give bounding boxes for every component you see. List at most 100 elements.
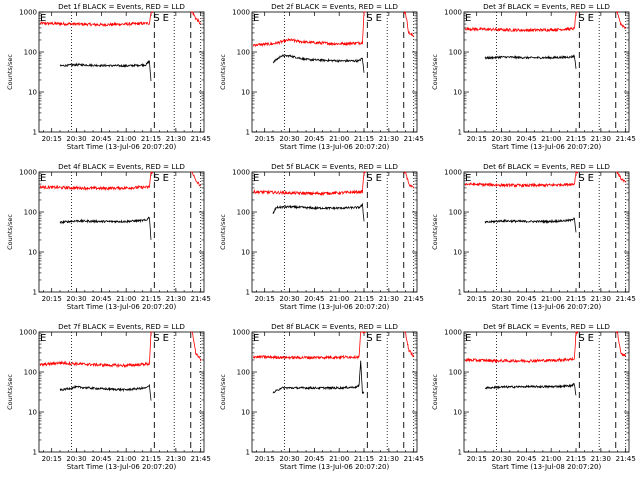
x-tick-label: 21:45 bbox=[191, 295, 211, 303]
y-tick-label: 100 bbox=[237, 369, 250, 377]
lld-rate-line bbox=[39, 171, 202, 191]
x-axis-label: Start Time (13-Jul-06 20:07:20) bbox=[67, 463, 177, 471]
annotation-s: S bbox=[153, 333, 159, 344]
x-tick-label: 20:15 bbox=[42, 295, 62, 303]
plot-frame bbox=[38, 171, 205, 293]
y-tick-label: 1 bbox=[246, 449, 250, 457]
x-tick-label: 21:30 bbox=[591, 135, 611, 143]
y-tick-label: 1000 bbox=[444, 329, 462, 337]
annotation-s: S bbox=[578, 333, 584, 344]
annotation-s: S bbox=[366, 333, 372, 344]
detector-panel-4: Det 4f BLACK = Events, RED = LLD 1 10 100 10… bbox=[6, 162, 211, 311]
annotation-e: E bbox=[376, 13, 382, 24]
lld-rate-line bbox=[464, 11, 627, 33]
y-tick-label: 1000 bbox=[444, 9, 462, 17]
events-rate-line bbox=[272, 54, 365, 73]
panel-title: Det 3f BLACK = Events, RED = LLD bbox=[483, 2, 610, 11]
x-tick-label: 21:30 bbox=[591, 455, 611, 463]
x-tick-label: 21:00 bbox=[116, 135, 136, 143]
panel-title: Det 7f BLACK = Events, RED = LLD bbox=[58, 322, 185, 331]
x-tick-label: 20:45 bbox=[91, 295, 111, 303]
annotation-e: E bbox=[588, 173, 594, 184]
x-tick-label: 20:45 bbox=[91, 455, 111, 463]
y-tick-label: 10 bbox=[453, 89, 462, 97]
x-tick-label: 21:45 bbox=[191, 455, 211, 463]
detector-panel-2: Det 2f BLACK = Events, RED = LLD 1 10 100 10… bbox=[219, 2, 424, 151]
y-axis-label: Counts/sec bbox=[219, 214, 227, 250]
x-tick-label: 20:30 bbox=[66, 455, 86, 463]
panel-title: Det 8f BLACK = Events, RED = LLD bbox=[271, 322, 398, 331]
x-tick-label: 20:15 bbox=[42, 455, 62, 463]
x-tick-label: 21:45 bbox=[404, 295, 424, 303]
y-axis-label: Counts/sec bbox=[6, 214, 14, 250]
annotation-s: S bbox=[366, 173, 372, 184]
annotation-s: S bbox=[153, 173, 159, 184]
y-tick-label: 100 bbox=[449, 49, 462, 57]
events-rate-line bbox=[484, 383, 577, 396]
panel-title: Det 9f BLACK = Events, RED = LLD bbox=[483, 322, 610, 331]
y-axis-label: Counts/sec bbox=[431, 214, 439, 250]
y-tick-label: 1 bbox=[458, 449, 462, 457]
events-rate-line bbox=[59, 383, 152, 401]
y-tick-label: 100 bbox=[449, 209, 462, 217]
x-tick-label: 20:15 bbox=[467, 295, 487, 303]
x-tick-label: 21:15 bbox=[566, 455, 586, 463]
x-tick-label: 21:00 bbox=[329, 455, 349, 463]
x-tick-label: 21:15 bbox=[566, 295, 586, 303]
x-tick-label: 21:45 bbox=[616, 455, 636, 463]
y-tick-label: 1000 bbox=[19, 329, 37, 337]
x-tick-label: 20:45 bbox=[304, 295, 324, 303]
y-axis-label: Counts/sec bbox=[219, 374, 227, 410]
annotation-e: E bbox=[588, 333, 594, 344]
annotation-s: S bbox=[366, 13, 372, 24]
x-tick-label: 21:30 bbox=[166, 455, 186, 463]
events-rate-line bbox=[484, 217, 577, 233]
x-tick-label: 20:30 bbox=[279, 295, 299, 303]
y-tick-label: 10 bbox=[453, 249, 462, 257]
x-tick-label: 21:15 bbox=[354, 455, 374, 463]
x-tick-label: 20:45 bbox=[91, 135, 111, 143]
x-axis-label: Start Time (13-Jul-08 20:07:20) bbox=[492, 463, 602, 471]
x-axis-label: Start Time (13-Jul-06 20:07:20) bbox=[67, 143, 177, 151]
x-tick-label: 20:15 bbox=[255, 295, 275, 303]
x-tick-label: 21:30 bbox=[379, 135, 399, 143]
y-tick-label: 1000 bbox=[19, 9, 37, 17]
annotation-e-left: E bbox=[253, 13, 259, 24]
x-tick-label: 21:30 bbox=[591, 295, 611, 303]
y-tick-label: 100 bbox=[449, 369, 462, 377]
x-axis-label: Start Time (13-Jul-06 20:07:20) bbox=[492, 143, 602, 151]
lld-rate-line bbox=[252, 10, 415, 48]
panel-title: Det 4f BLACK = Events, RED = LLD bbox=[58, 162, 185, 171]
annotation-e-left: E bbox=[465, 173, 471, 184]
x-tick-label: 20:30 bbox=[66, 295, 86, 303]
y-tick-label: 10 bbox=[241, 89, 250, 97]
y-tick-label: 100 bbox=[237, 209, 250, 217]
y-tick-label: 10 bbox=[28, 249, 37, 257]
detector-panel-3: Det 3f BLACK = Events, RED = LLD 1 10 100 10… bbox=[431, 2, 636, 151]
x-tick-label: 20:45 bbox=[304, 455, 324, 463]
y-tick-label: 1 bbox=[33, 289, 37, 297]
x-tick-label: 20:45 bbox=[304, 135, 324, 143]
x-tick-label: 21:30 bbox=[379, 455, 399, 463]
x-tick-label: 20:15 bbox=[467, 455, 487, 463]
y-tick-label: 1 bbox=[458, 129, 462, 137]
x-tick-label: 21:00 bbox=[116, 295, 136, 303]
annotation-e-left: E bbox=[40, 173, 46, 184]
x-tick-label: 21:00 bbox=[541, 455, 561, 463]
annotation-e: E bbox=[376, 173, 382, 184]
x-tick-label: 21:15 bbox=[141, 295, 161, 303]
y-tick-label: 10 bbox=[241, 249, 250, 257]
y-tick-label: 1000 bbox=[19, 169, 37, 177]
x-axis-label: Start Time (13-Jul-06 20:07:20) bbox=[280, 303, 390, 311]
x-tick-label: 20:30 bbox=[279, 135, 299, 143]
plot-frame bbox=[251, 331, 418, 453]
x-tick-label: 20:30 bbox=[491, 135, 511, 143]
plot-frame bbox=[38, 11, 205, 133]
y-tick-label: 10 bbox=[241, 409, 250, 417]
x-tick-label: 20:15 bbox=[255, 455, 275, 463]
y-tick-label: 100 bbox=[24, 209, 37, 217]
lld-rate-line bbox=[39, 331, 202, 369]
x-tick-label: 21:00 bbox=[329, 135, 349, 143]
y-tick-label: 1000 bbox=[444, 169, 462, 177]
x-tick-label: 21:45 bbox=[404, 135, 424, 143]
